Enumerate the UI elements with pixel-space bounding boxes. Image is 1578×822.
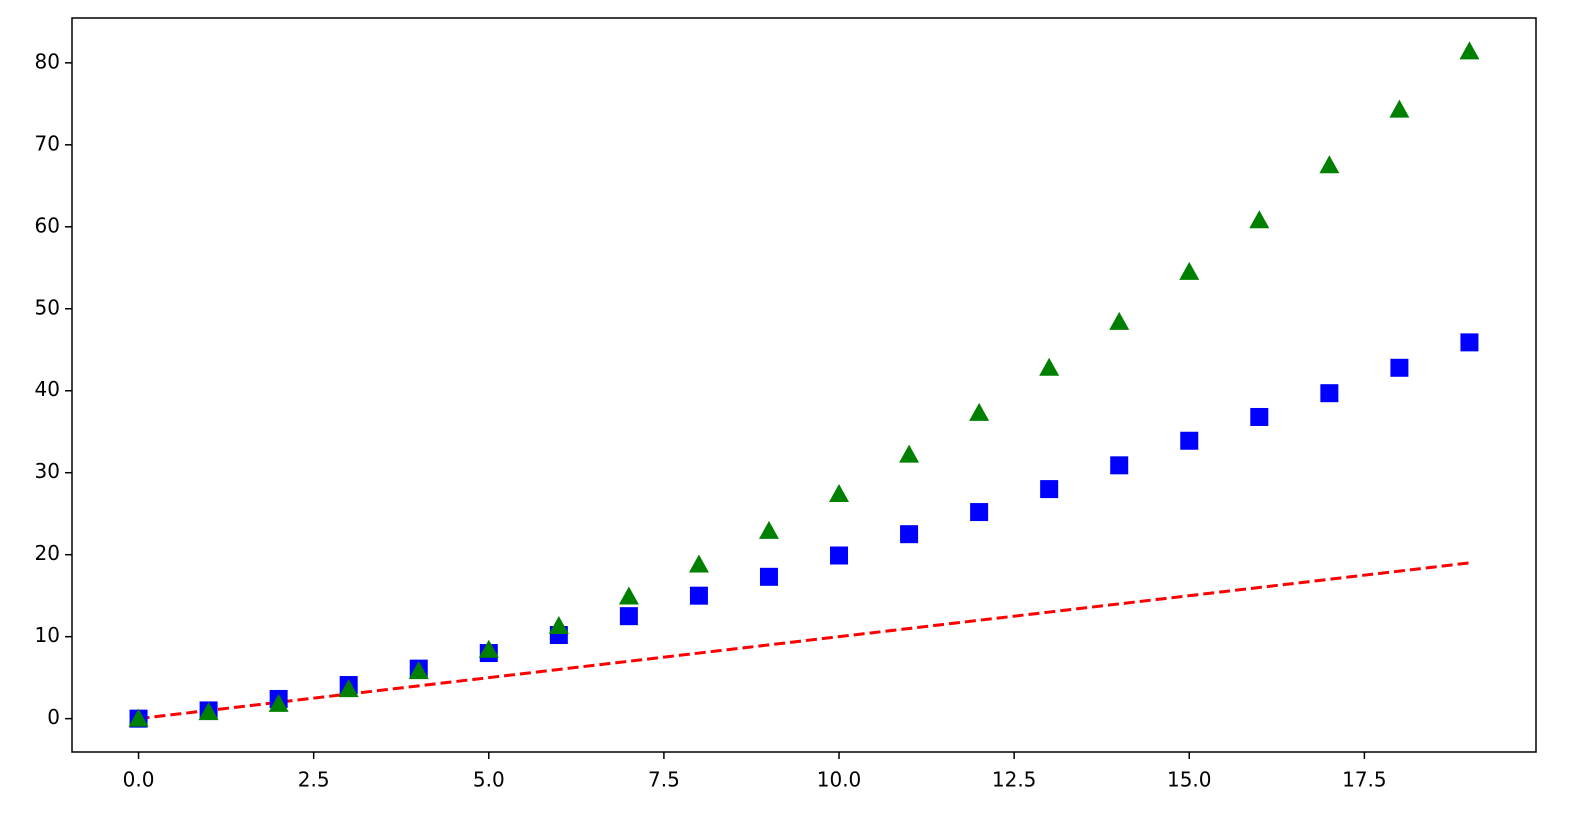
triangle-marker xyxy=(408,661,429,680)
square-marker xyxy=(970,503,989,522)
triangle-marker xyxy=(1039,357,1060,376)
triangle-marker xyxy=(198,702,219,721)
triangle-marker xyxy=(1459,41,1480,60)
triangle-marker xyxy=(338,679,359,698)
square-marker xyxy=(900,525,919,544)
y-tick-label: 30 xyxy=(35,459,60,483)
x-tick-label: 0.0 xyxy=(123,768,155,792)
x-tick-label: 7.5 xyxy=(648,768,680,792)
x-tick-label: 10.0 xyxy=(817,768,862,792)
square-marker xyxy=(1250,407,1269,426)
triangle-marker xyxy=(829,484,850,503)
triangle-marker xyxy=(688,554,709,573)
square-marker xyxy=(759,567,778,586)
triangle-marker xyxy=(128,708,149,727)
triangle-marker xyxy=(758,520,779,539)
triangle-marker xyxy=(548,616,569,635)
square-marker xyxy=(1320,384,1339,403)
square-marker xyxy=(1110,456,1129,475)
square-marker xyxy=(1180,431,1199,450)
y-tick-label: 40 xyxy=(35,377,60,401)
x-tick-label: 5.0 xyxy=(473,768,505,792)
triangle-marker xyxy=(1389,99,1410,118)
triangle-marker xyxy=(1179,261,1200,280)
y-tick-label: 10 xyxy=(35,623,60,647)
x-tick-label: 2.5 xyxy=(298,768,330,792)
line xyxy=(138,561,1470,721)
triangle-marker xyxy=(268,693,289,712)
y-tick-label: 60 xyxy=(35,213,60,237)
square-marker xyxy=(619,607,638,626)
triangle-marker xyxy=(969,402,990,421)
x-tick-label: 15.0 xyxy=(1167,768,1212,792)
triangle-marker xyxy=(618,586,639,605)
x-tick-label: 12.5 xyxy=(992,768,1037,792)
x-tick-label: 17.5 xyxy=(1342,768,1387,792)
y-tick-label: 80 xyxy=(35,49,60,73)
y-tick-label: 50 xyxy=(35,295,60,319)
triangle-marker xyxy=(899,444,920,463)
square-marker xyxy=(1040,480,1059,499)
triangle-marker xyxy=(1319,155,1340,174)
axes-frame xyxy=(71,17,1537,753)
triangle-marker xyxy=(478,639,499,658)
square-marker xyxy=(1390,358,1409,377)
y-tick-label: 0 xyxy=(47,705,60,729)
y-tick-label: 70 xyxy=(35,131,60,155)
y-tick-label: 20 xyxy=(35,541,60,565)
triangle-marker xyxy=(1249,210,1270,229)
triangle-marker xyxy=(1109,311,1130,330)
square-marker xyxy=(1460,333,1479,352)
square-marker xyxy=(689,586,708,605)
square-marker xyxy=(830,546,849,565)
